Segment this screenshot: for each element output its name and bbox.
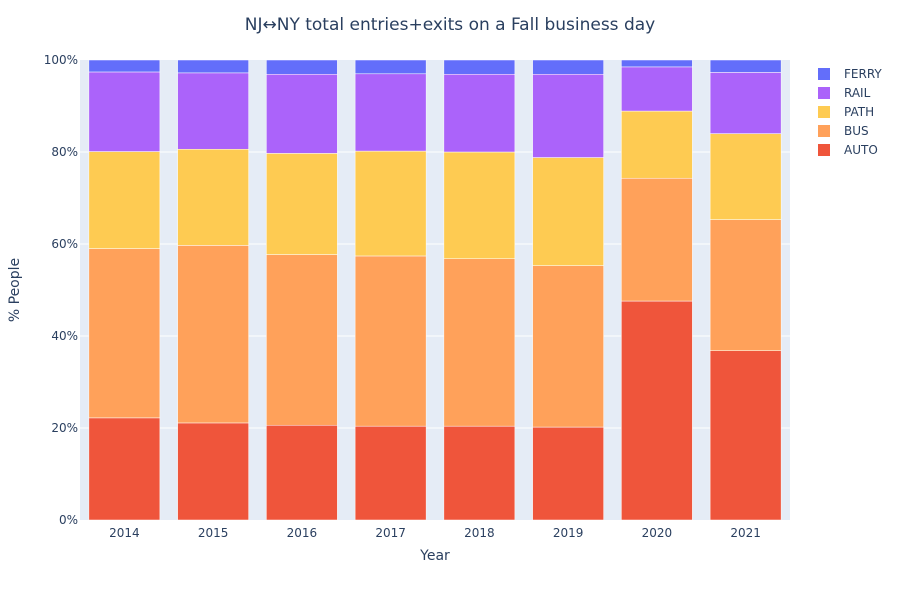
x-tick-label: 2014	[109, 526, 140, 540]
y-axis-title: % People	[7, 258, 23, 322]
bar-ferry-2015[interactable]	[177, 59, 249, 74]
legend-label-auto[interactable]: AUTO	[844, 143, 878, 157]
chart-title: NJ↔NY total entries+exits on a Fall busi…	[245, 15, 655, 35]
x-tick-label: 2019	[553, 526, 584, 540]
bar-rail-2017[interactable]	[354, 73, 427, 152]
bar-rail-2019[interactable]	[532, 74, 604, 158]
bar-auto-2020[interactable]	[621, 300, 693, 521]
bar-rail-2016[interactable]	[266, 74, 338, 154]
y-tick-label: 60%	[51, 237, 78, 251]
bar-bus-2021[interactable]	[709, 219, 782, 351]
x-tick-label: 2018	[464, 526, 495, 540]
bar-bus-2015[interactable]	[177, 245, 249, 424]
y-axis-ticks: 0% 20% 40% 60% 80% 100%	[44, 53, 78, 527]
x-tick-label: 2017	[375, 526, 406, 540]
bar-auto-2015[interactable]	[177, 422, 249, 521]
bar-path-2015[interactable]	[177, 148, 249, 246]
legend-swatch-ferry[interactable]	[818, 68, 830, 80]
legend-swatch-rail[interactable]	[818, 87, 830, 99]
bar-ferry-2017[interactable]	[354, 59, 427, 75]
legend-swatch-path[interactable]	[818, 106, 830, 118]
x-axis-ticks: 2014 2015 2016 2017 2018 2019 2020 2021	[109, 526, 761, 540]
bar-ferry-2016[interactable]	[266, 59, 338, 75]
legend-label-path[interactable]: PATH	[844, 105, 874, 119]
bar-path-2020[interactable]	[621, 110, 693, 179]
bar-bus-2014[interactable]	[88, 248, 161, 419]
y-tick-label: 80%	[51, 145, 78, 159]
legend-label-bus[interactable]: BUS	[844, 124, 869, 138]
x-tick-label: 2020	[642, 526, 673, 540]
bar-path-2016[interactable]	[266, 153, 338, 255]
bar-path-2014[interactable]	[88, 151, 161, 249]
y-tick-label: 0%	[59, 513, 78, 527]
bar-auto-2017[interactable]	[354, 425, 427, 521]
x-tick-label: 2021	[730, 526, 761, 540]
legend-swatch-bus[interactable]	[818, 125, 830, 137]
x-axis-title: Year	[419, 548, 450, 564]
bar-auto-2019[interactable]	[532, 426, 604, 521]
bar-ferry-2014[interactable]	[88, 59, 161, 73]
bar-rail-2018[interactable]	[443, 74, 516, 153]
bar-ferry-2020[interactable]	[621, 59, 693, 68]
bar-path-2019[interactable]	[532, 157, 604, 266]
x-tick-label: 2015	[198, 526, 229, 540]
bar-rail-2020[interactable]	[621, 66, 693, 112]
legend[interactable]: FERRY RAIL PATH BUS AUTO	[818, 67, 882, 157]
bar-rail-2015[interactable]	[177, 72, 249, 150]
bar-auto-2014[interactable]	[88, 417, 161, 521]
bar-bus-2018[interactable]	[443, 258, 516, 427]
bar-auto-2021[interactable]	[709, 350, 782, 521]
bar-bus-2019[interactable]	[532, 265, 604, 428]
bar-ferry-2019[interactable]	[532, 59, 604, 75]
y-tick-label: 40%	[51, 329, 78, 343]
bar-auto-2018[interactable]	[443, 425, 516, 521]
bar-ferry-2021[interactable]	[709, 59, 782, 73]
bars	[88, 59, 782, 521]
bar-ferry-2018[interactable]	[443, 59, 516, 75]
legend-label-rail[interactable]: RAIL	[844, 86, 871, 100]
y-tick-label: 20%	[51, 421, 78, 435]
bar-path-2018[interactable]	[443, 151, 516, 259]
bar-path-2021[interactable]	[709, 133, 782, 220]
bar-path-2017[interactable]	[354, 150, 427, 257]
bar-bus-2016[interactable]	[266, 254, 338, 426]
x-tick-label: 2016	[287, 526, 318, 540]
legend-swatch-auto[interactable]	[818, 144, 830, 156]
bar-rail-2021[interactable]	[709, 72, 782, 134]
legend-label-ferry[interactable]: FERRY	[844, 67, 882, 81]
bar-rail-2014[interactable]	[88, 71, 161, 152]
y-tick-label: 100%	[44, 53, 78, 67]
bar-auto-2016[interactable]	[266, 424, 338, 521]
bar-bus-2020[interactable]	[621, 177, 693, 302]
bar-bus-2017[interactable]	[354, 255, 427, 427]
